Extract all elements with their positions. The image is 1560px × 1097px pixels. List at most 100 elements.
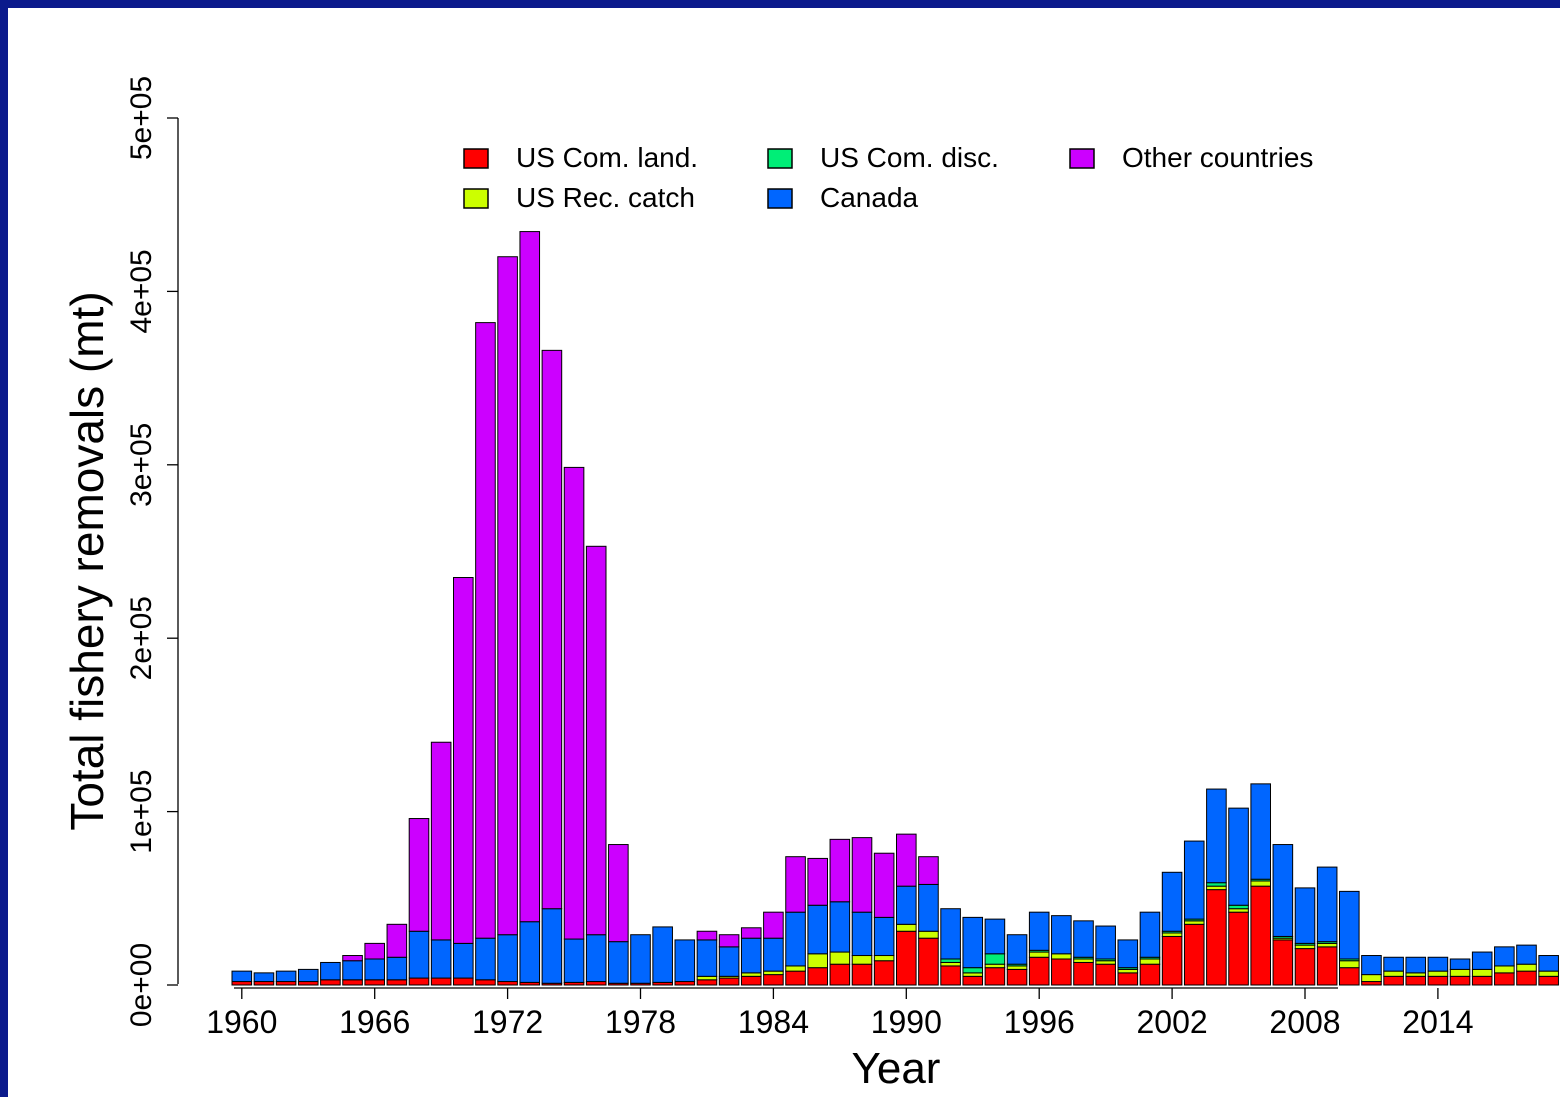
y-tick-label: 5e+05 xyxy=(125,76,158,160)
bar-us-com-land-2015 xyxy=(1449,975,1471,986)
bar-other-countries-1991 xyxy=(918,856,939,885)
x-tick-label: 1972 xyxy=(472,1004,543,1040)
bar-us-com-land-2018 xyxy=(1516,970,1537,986)
bar-canada-1983 xyxy=(740,937,762,974)
bar-canada-1960 xyxy=(231,970,253,983)
bar-us-com-land-1996 xyxy=(1028,956,1050,986)
legend-label-other-countries: Other countries xyxy=(1122,142,1313,173)
bar-canada-1999 xyxy=(1095,925,1116,960)
bar-canada-2013 xyxy=(1405,956,1427,974)
bar-other-countries-1968 xyxy=(408,818,430,932)
bar-us-com-land-2004 xyxy=(1206,889,1227,986)
bar-other-countries-1984 xyxy=(763,911,784,939)
bar-us-rec-catch-2008 xyxy=(1294,944,1316,950)
bar-canada-2017 xyxy=(1494,946,1515,967)
bar-other-countries-1971 xyxy=(475,322,496,939)
bar-us-com-land-2019 xyxy=(1538,975,1559,986)
bar-other-countries-1985 xyxy=(785,856,806,913)
bar-canada-1995 xyxy=(1006,934,1028,965)
bar-canada-1986 xyxy=(807,904,829,955)
bar-us-rec-catch-2015 xyxy=(1449,968,1471,977)
bar-canada-1969 xyxy=(430,939,452,979)
bars-layer xyxy=(231,231,1559,986)
bar-us-rec-catch-2019 xyxy=(1538,970,1559,977)
bar-other-countries-1970 xyxy=(453,577,474,944)
bar-us-rec-catch-1995 xyxy=(1006,965,1028,970)
x-tick-label: 2014 xyxy=(1402,1004,1473,1040)
legend-item-us-com-disc: US Com. disc. xyxy=(767,142,999,173)
bar-canada-1994 xyxy=(984,918,1006,955)
bar-us-com-disc-1994 xyxy=(984,953,1006,965)
bar-us-com-land-1986 xyxy=(807,967,829,986)
bar-us-rec-catch-1986 xyxy=(807,953,829,969)
bar-canada-1966 xyxy=(364,958,385,981)
bar-us-rec-catch-2001 xyxy=(1139,958,1161,965)
bar-canada-1997 xyxy=(1051,915,1072,955)
bar-us-rec-catch-2005 xyxy=(1228,908,1249,913)
bar-us-com-land-2014 xyxy=(1427,975,1449,986)
bar-canada-2004 xyxy=(1206,788,1227,884)
bar-canada-1967 xyxy=(386,956,408,981)
x-tick-label: 2008 xyxy=(1269,1004,1340,1040)
bar-us-com-land-1984 xyxy=(763,974,784,986)
bar-canada-1981 xyxy=(696,939,718,977)
bar-other-countries-1989 xyxy=(873,852,895,918)
bar-us-com-land-1965 xyxy=(342,979,363,986)
bar-us-rec-catch-2012 xyxy=(1383,970,1404,977)
y-tick-label: 2e+05 xyxy=(125,596,158,680)
bar-canada-1993 xyxy=(962,916,984,969)
bar-canada-1961 xyxy=(253,972,275,983)
bar-canada-1998 xyxy=(1073,920,1094,958)
legend-swatch-us-com-disc xyxy=(767,148,793,169)
bar-us-com-land-1991 xyxy=(918,937,939,986)
legend-swatch-other-countries xyxy=(1069,148,1095,169)
bar-us-com-land-1962 xyxy=(275,981,297,986)
bar-canada-1963 xyxy=(297,968,319,983)
bar-canada-1978 xyxy=(630,934,651,984)
bar-us-rec-catch-1988 xyxy=(851,955,873,965)
bar-canada-1975 xyxy=(563,938,585,983)
bar-us-rec-catch-1996 xyxy=(1028,951,1050,958)
bar-us-rec-catch-2004 xyxy=(1206,885,1227,891)
bar-us-com-land-1995 xyxy=(1006,968,1028,986)
legend-item-us-com-land: US Com. land. xyxy=(463,142,698,173)
bar-other-countries-1977 xyxy=(608,844,629,943)
bar-us-com-land-2010 xyxy=(1339,967,1360,986)
bar-us-com-land-1963 xyxy=(297,981,319,986)
bar-canada-1972 xyxy=(497,934,518,983)
bar-canada-2011 xyxy=(1361,955,1382,976)
bar-us-com-land-2016 xyxy=(1471,975,1493,986)
bar-canada-2001 xyxy=(1139,911,1161,958)
bar-us-com-land-1971 xyxy=(475,979,496,986)
bar-us-com-land-2007 xyxy=(1272,939,1294,986)
bar-us-rec-catch-1985 xyxy=(785,965,806,972)
bar-canada-1985 xyxy=(785,911,806,967)
bar-us-com-land-2008 xyxy=(1294,948,1316,986)
bar-canada-2005 xyxy=(1228,807,1249,906)
bar-us-rec-catch-1992 xyxy=(940,961,961,967)
bar-canada-1987 xyxy=(829,901,851,953)
bar-us-rec-catch-2018 xyxy=(1516,963,1537,972)
bar-us-com-land-1970 xyxy=(453,977,474,986)
bar-us-com-land-1990 xyxy=(896,930,917,986)
bar-us-rec-catch-1994 xyxy=(984,963,1006,969)
bar-canada-2007 xyxy=(1272,844,1294,937)
bar-other-countries-1983 xyxy=(740,927,762,939)
legend-label-us-com-disc: US Com. disc. xyxy=(820,142,999,173)
bar-us-rec-catch-1990 xyxy=(896,923,917,932)
y-tick-label: 0e+00 xyxy=(125,943,158,1027)
x-tick-label: 1990 xyxy=(871,1004,942,1040)
bar-other-countries-1972 xyxy=(497,256,518,936)
bar-us-com-land-1987 xyxy=(829,963,851,986)
bar-us-com-land-1982 xyxy=(718,977,740,986)
bar-us-rec-catch-2010 xyxy=(1339,960,1360,969)
bar-other-countries-1990 xyxy=(896,833,917,887)
bar-us-com-land-1989 xyxy=(873,960,895,986)
bar-canada-2012 xyxy=(1383,956,1404,972)
bar-us-com-land-2017 xyxy=(1494,972,1515,986)
legend-item-other-countries: Other countries xyxy=(1069,142,1313,173)
x-tick-label: 1978 xyxy=(605,1004,676,1040)
y-tick-label: 3e+05 xyxy=(125,423,158,507)
x-tick-label: 2002 xyxy=(1137,1004,1208,1040)
